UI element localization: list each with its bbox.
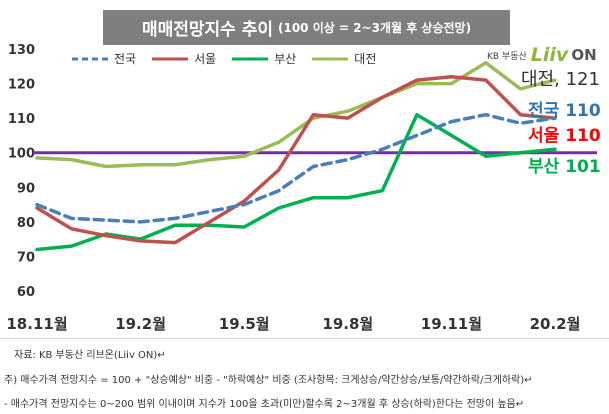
chart-subtitle: (100 이상 = 2~3개월 후 상승전망)	[277, 21, 472, 35]
series-end-label-seoul: 서울 110	[528, 126, 601, 146]
x-tick-label: 18.11월	[6, 315, 67, 333]
legend-label-busan: 부산	[274, 52, 297, 66]
series-end-label-daejeon: 대전, 121	[521, 69, 600, 90]
source-note: 자료: KB 부동산 리브온(Liiv ON)↵	[14, 350, 166, 361]
brand-logo: KB 부동산 Liiv ON	[487, 42, 597, 68]
chart-title-box: 매매전망지수 추이 (100 이상 = 2~3개월 후 상승전망)	[103, 10, 510, 45]
legend-swatch-national	[72, 57, 108, 60]
chart-plot: 60 70 80 90 100 110 120 130 18.11월 19.2월 19.5월 19.8…	[6, 43, 601, 333]
brand-on-text: ON	[571, 46, 597, 64]
series-line-national	[35, 112, 557, 224]
y-tick-label: 110	[8, 112, 35, 127]
x-tick-label: 19.11월	[421, 315, 482, 333]
x-tick-label: 19.8월	[322, 315, 373, 333]
chart: 60 70 80 90 100 110 120 130 18.11월 19.2월 19.5월 19.8…	[6, 10, 601, 333]
series-line-seoul	[35, 74, 557, 245]
series-line-daejeon	[35, 61, 557, 169]
legend-swatch-seoul	[152, 57, 189, 60]
legend-item-busan: 부산	[230, 50, 296, 67]
footer-notes: 자료: KB 부동산 리브온(Liiv ON)↵ 주) 매수가격 전망지수 = …	[0, 338, 609, 414]
y-tick-label: 90	[17, 181, 35, 196]
y-tick-label: 80	[17, 216, 35, 231]
x-tick-label: 19.2월	[115, 315, 166, 333]
footnote-range: - 매수가격 전망지수는 0~200 범위 이내이며 지수가 100을 초과(미…	[4, 399, 525, 410]
chart-legend: 전국 서울 부산 대전	[70, 50, 390, 67]
legend-swatch-busan	[232, 57, 269, 60]
chart-divider	[0, 338, 609, 339]
legend-item-national: 전국	[70, 50, 136, 67]
brand-liiv-text: Liiv	[530, 44, 569, 66]
legend-swatch-daejeon	[312, 57, 349, 60]
y-tick-label: 60	[17, 285, 35, 300]
chart-title: 매매전망지수 추이	[141, 20, 273, 40]
legend-label-daejeon: 대전	[354, 52, 377, 66]
x-tick-label: 19.5월	[219, 315, 270, 333]
series-end-label-national: 전국 110	[528, 101, 601, 121]
y-tick-label: 130	[8, 43, 35, 58]
footnote-definition: 주) 매수가격 전망지수 = 100 + "상승예상" 비중 - "하락예상" …	[4, 375, 533, 386]
y-tick-label: 120	[8, 78, 35, 93]
legend-label-seoul: 서울	[194, 52, 217, 66]
legend-label-national: 전국	[114, 52, 137, 66]
legend-item-daejeon: 대전	[310, 50, 376, 67]
series-end-label-busan: 부산 101	[528, 157, 601, 177]
legend-item-seoul: 서울	[150, 50, 216, 67]
brand-kb-text: KB 부동산	[487, 51, 527, 62]
y-tick-label: 100	[8, 147, 35, 162]
series-line-busan	[35, 112, 557, 252]
x-tick-label: 20.2월	[530, 315, 581, 333]
y-tick-label: 70	[17, 250, 35, 265]
